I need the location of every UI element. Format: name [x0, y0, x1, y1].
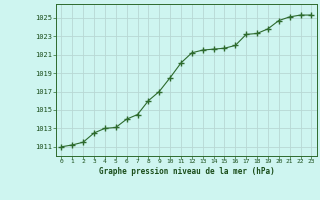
- X-axis label: Graphe pression niveau de la mer (hPa): Graphe pression niveau de la mer (hPa): [99, 167, 274, 176]
